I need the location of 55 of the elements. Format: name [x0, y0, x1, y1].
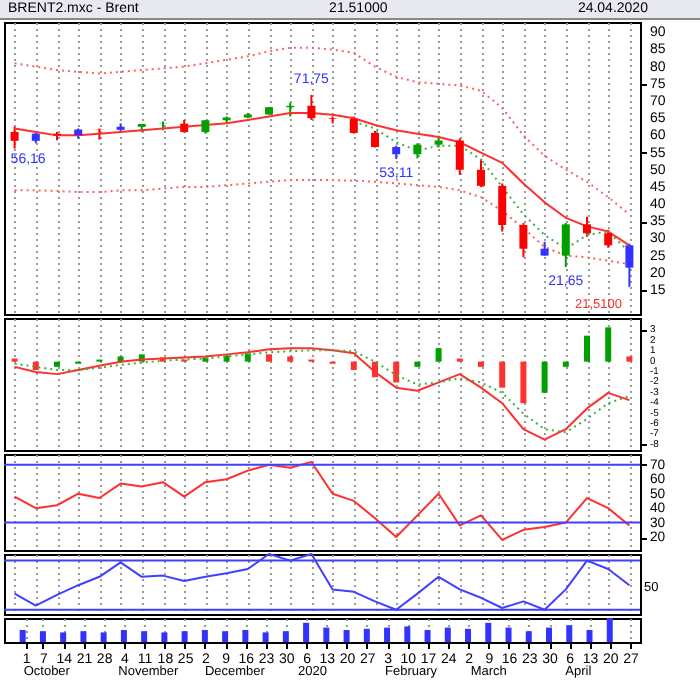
line-series	[13, 460, 631, 541]
candlestick	[498, 182, 507, 233]
bar	[181, 631, 188, 642]
candlestick	[625, 242, 634, 288]
bar	[80, 631, 87, 642]
bar	[120, 630, 127, 642]
bar	[414, 361, 421, 367]
bar	[546, 627, 553, 642]
bar	[242, 630, 249, 642]
bar	[444, 627, 451, 642]
bar	[525, 631, 532, 642]
bar	[363, 628, 370, 642]
bar	[478, 361, 484, 367]
bar	[266, 354, 272, 362]
bar	[520, 361, 527, 404]
candlestick	[455, 137, 464, 176]
bar	[424, 630, 431, 642]
bar	[39, 631, 46, 642]
bar	[584, 335, 590, 362]
candlestick	[477, 158, 485, 188]
bar	[499, 361, 506, 388]
bar	[19, 630, 26, 642]
bar	[282, 631, 289, 642]
line-series	[13, 46, 631, 216]
candlestick	[307, 94, 316, 121]
bar	[350, 361, 357, 370]
bar	[161, 632, 168, 642]
bar	[404, 626, 411, 642]
bar	[505, 627, 512, 642]
bar	[141, 631, 148, 642]
line-series	[13, 179, 631, 266]
bar	[586, 630, 593, 642]
bar	[100, 632, 107, 642]
candlestick	[519, 221, 528, 259]
bar	[54, 361, 60, 367]
bar	[262, 632, 269, 642]
bar	[60, 632, 67, 642]
bar	[384, 627, 391, 642]
bar	[393, 361, 400, 383]
bar	[244, 353, 251, 362]
bar	[323, 627, 330, 642]
bar	[605, 327, 612, 362]
bar	[626, 356, 633, 362]
bar	[343, 630, 350, 642]
bar	[562, 361, 569, 367]
bar	[201, 630, 208, 642]
bar	[541, 361, 548, 393]
bar	[222, 631, 229, 642]
bar	[566, 625, 573, 642]
candlestick	[10, 125, 19, 150]
candlestick	[583, 215, 591, 238]
bar	[435, 348, 442, 362]
candlestick	[561, 221, 570, 269]
bar	[287, 356, 294, 362]
bar	[465, 628, 472, 642]
